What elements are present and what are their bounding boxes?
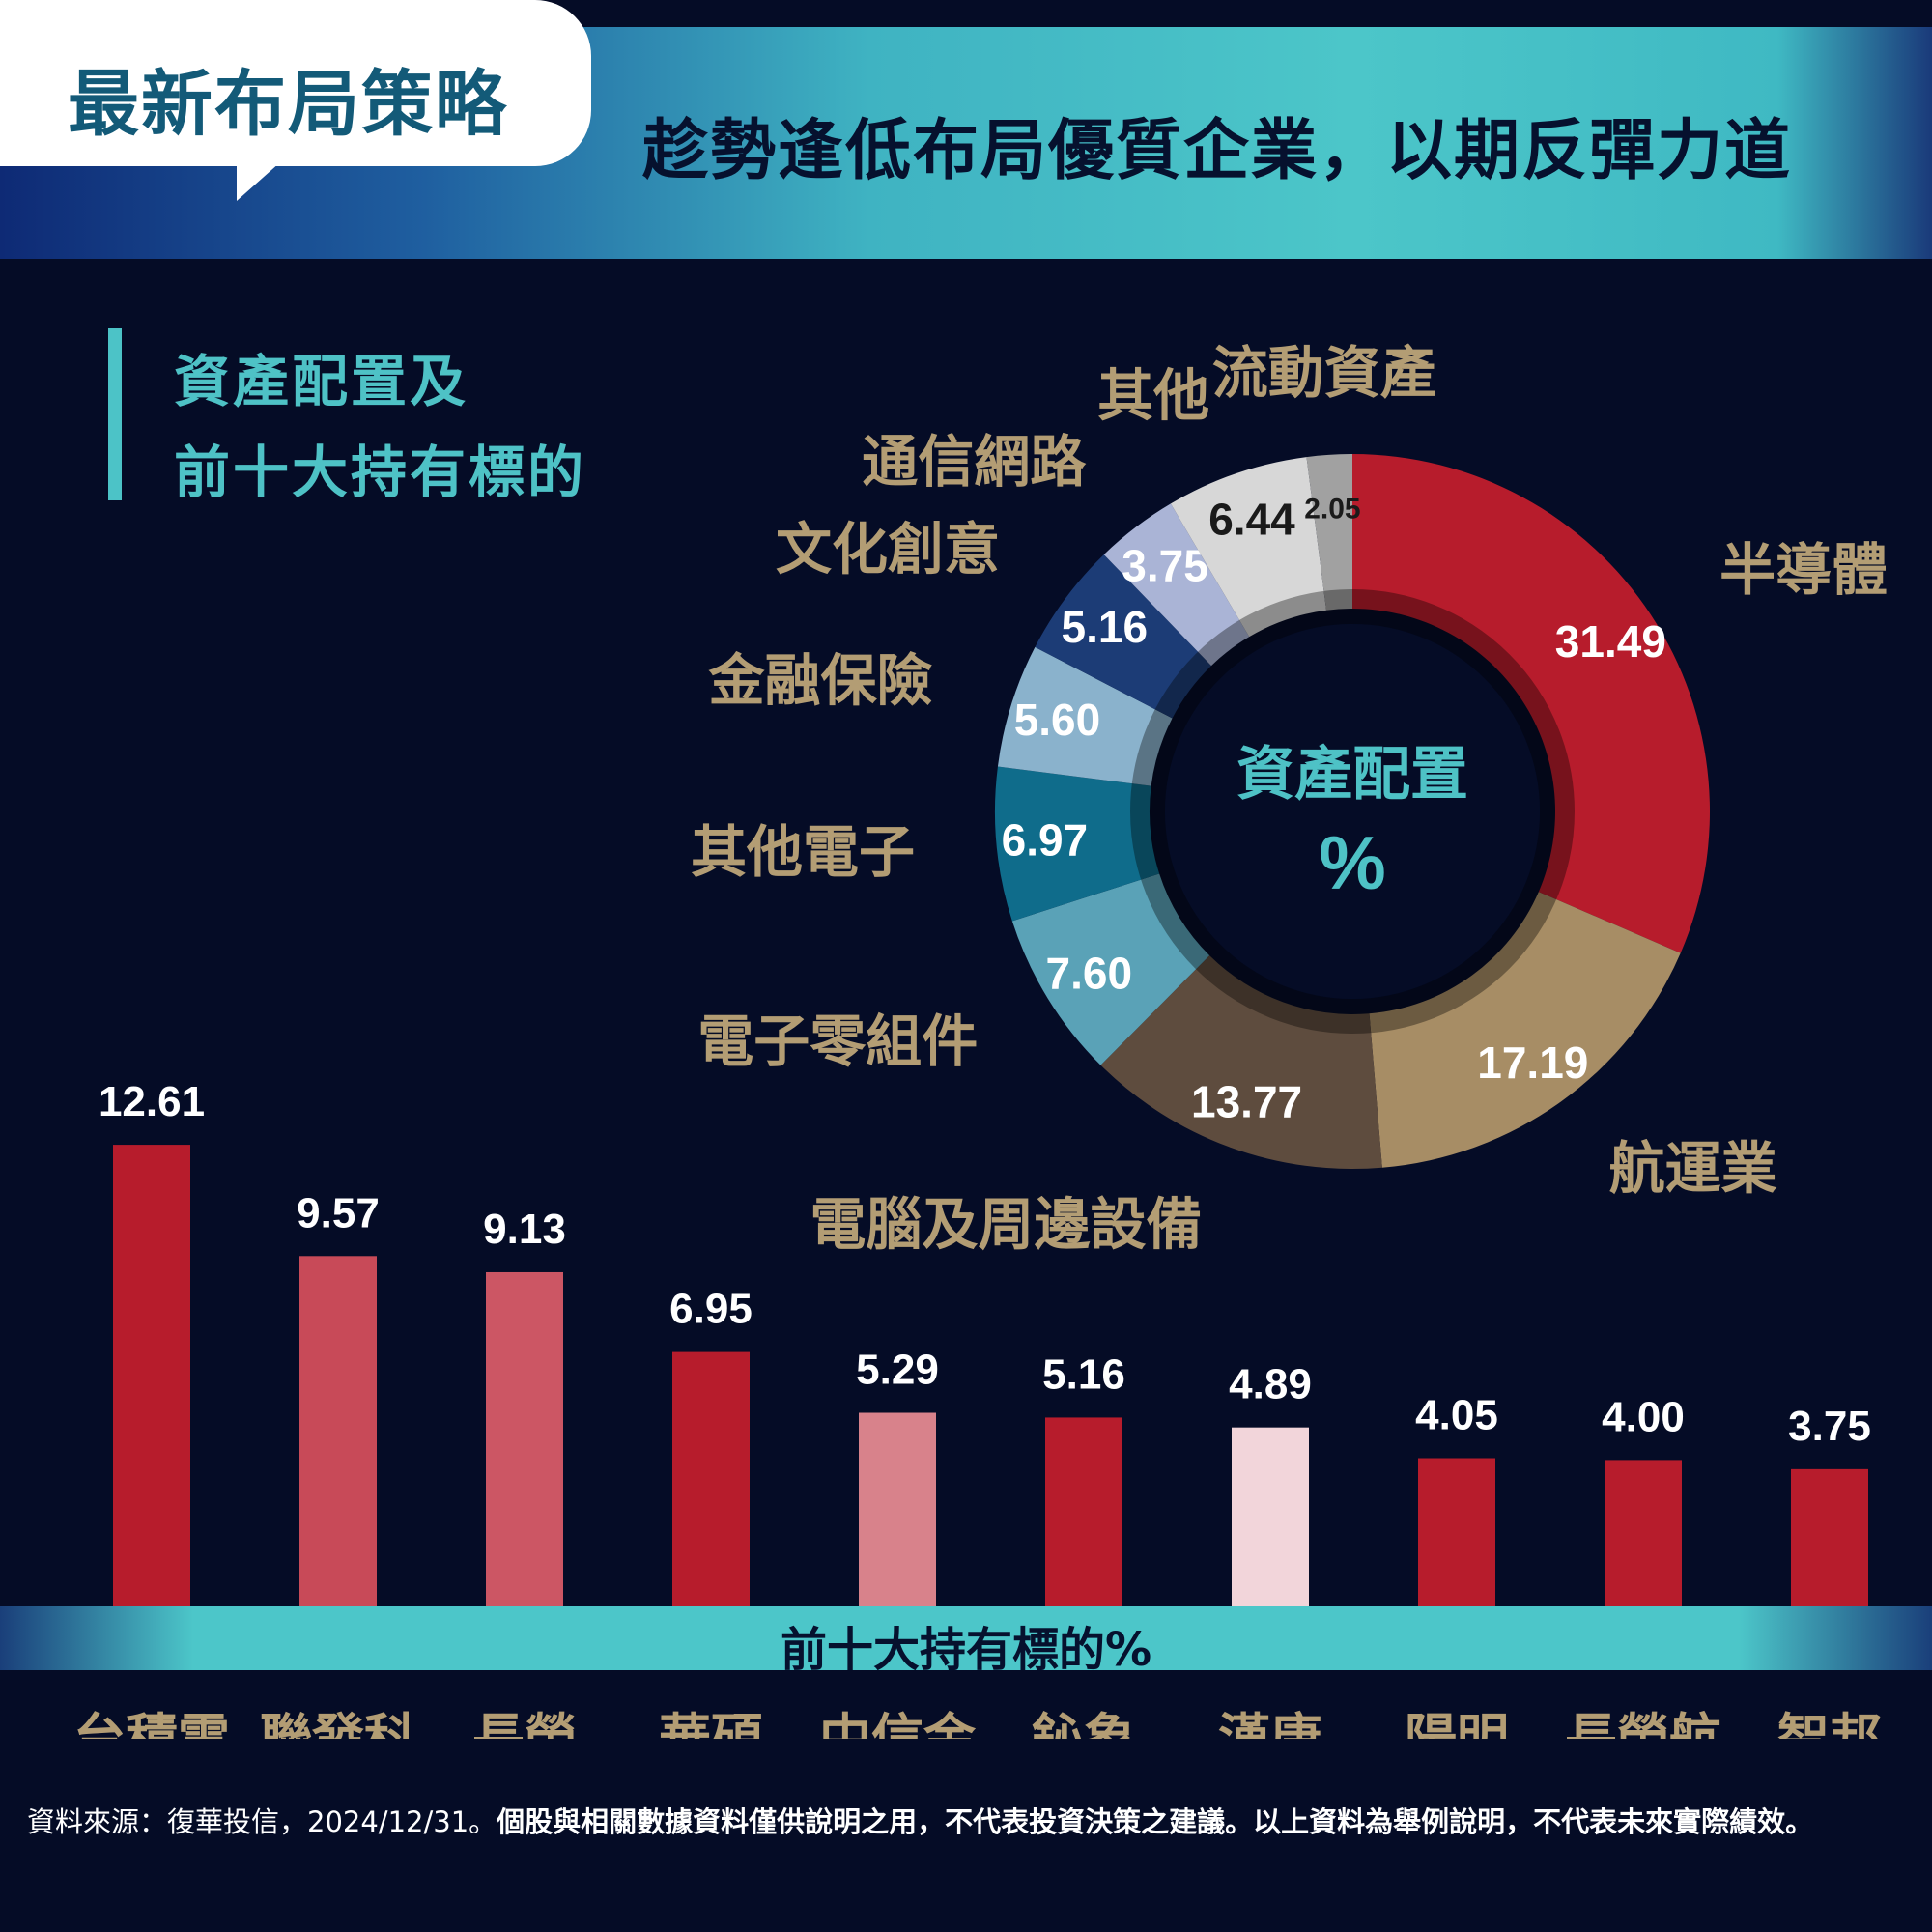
bar-value-label: 5.29 (856, 1347, 939, 1394)
donut-center-label: 資產配置 (1236, 741, 1468, 809)
footnote-source: 資料來源：復華投信，2024/12/31。 (27, 1805, 497, 1838)
bar (1418, 1458, 1495, 1606)
donut-center-unit: % (1319, 820, 1385, 905)
strategy-tag (0, 0, 591, 166)
slice-value-label: 3.75 (1122, 540, 1208, 590)
slice-value-label: 13.77 (1191, 1077, 1302, 1127)
strategy-tag-label: 最新布局策略 (68, 63, 508, 146)
bar-value-label: 4.00 (1602, 1393, 1685, 1440)
slice-category-label: 電子零組件 (697, 1009, 978, 1074)
donut-slice (995, 766, 1160, 922)
bar-chart-title: 前十大持有標的% (780, 1623, 1152, 1677)
bar-category-label: 中信金 (819, 1708, 977, 1739)
donut-slice (1352, 454, 1710, 953)
bar (859, 1412, 936, 1606)
footnote: 資料來源：復華投信，2024/12/31。個股與相關數據資料僅供說明之用，不代表… (27, 1802, 1911, 1843)
donut-slice (1100, 955, 1382, 1169)
slice-category-label: 金融保險 (709, 648, 933, 714)
asset-allocation-donut-chart: 31.49 半導體 17.19 航運業 13.77 電腦及周邊設備 7.60 電子零組件 6.9… (691, 340, 1888, 1256)
slice-value-label: 5.16 (1062, 602, 1149, 652)
bar-category-label: 聯發科 (260, 1708, 416, 1739)
bar (1791, 1468, 1868, 1606)
slice-category-label: 半導體 (1719, 537, 1888, 603)
slice-value-label: 5.60 (1014, 695, 1101, 745)
bar-chart-axis-band (0, 1606, 1932, 1670)
bar-category-label: 長榮航 (1565, 1708, 1721, 1739)
donut-slice (1035, 554, 1211, 719)
bar-value-label: 4.05 (1415, 1392, 1498, 1439)
donut-hole (1165, 624, 1540, 999)
bar-value-label: 5.16 (1042, 1350, 1125, 1398)
bar-category-label: 陽明 (1405, 1708, 1509, 1739)
donut-inner-shadow (1130, 589, 1575, 1034)
bar (1045, 1417, 1122, 1606)
slice-value-label: 2.05 (1304, 494, 1360, 526)
slice-value-label: 17.19 (1477, 1037, 1588, 1088)
slice-value-label: 31.49 (1555, 616, 1666, 667)
bar-value-label: 4.89 (1229, 1361, 1312, 1408)
slice-category-label: 通信網路 (862, 429, 1087, 495)
bar-value-label: 12.61 (99, 1078, 205, 1125)
section-title-line2: 前十大持有標的 (174, 440, 587, 505)
bar (486, 1271, 563, 1606)
bar-value-label: 9.57 (297, 1189, 380, 1236)
section-accent-bar (108, 328, 122, 500)
bar (1605, 1460, 1682, 1606)
slice-value-label: 7.60 (1046, 948, 1133, 998)
bar-value-label: 3.75 (1788, 1403, 1871, 1450)
bar (1232, 1427, 1309, 1606)
bar-value-label: 6.95 (669, 1286, 753, 1333)
headline: 趁勢逢低布局優質企業，以期反彈力道 (642, 113, 1793, 189)
slice-category-label: 航運業 (1609, 1135, 1777, 1201)
donut-slice (1369, 892, 1681, 1168)
slice-category-label: 電腦及周邊設備 (810, 1192, 1202, 1256)
slice-category-label: 文化創意 (776, 516, 1000, 582)
bar-category-label: 漢唐 (1218, 1708, 1322, 1739)
bar-category-label: 華碩 (659, 1708, 763, 1739)
bar (672, 1351, 750, 1606)
strategy-tag-tail (237, 162, 280, 201)
donut-slice (1011, 873, 1210, 1065)
bar-value-label: 9.13 (483, 1206, 566, 1253)
bar (113, 1145, 190, 1606)
bar-category-label: 鈊象 (1032, 1708, 1136, 1739)
slice-category-label: 其他 (1097, 363, 1209, 429)
slice-category-label: 流動資產 (1212, 340, 1436, 406)
bar-category-label: 長榮 (472, 1708, 577, 1739)
slice-category-label: 其他電子 (691, 819, 915, 885)
footnote-disclaimer: 個股與相關數據資料僅供說明之用，不代表投資決策之建議。以上資料為舉例說明，不代表… (497, 1805, 1814, 1838)
slice-value-label: 6.44 (1208, 494, 1295, 544)
bar-category-label: 智邦 (1777, 1708, 1882, 1739)
bar-category-label: 台積電 (73, 1708, 230, 1739)
section-title-line1: 資產配置及 (174, 349, 469, 414)
top-ten-holdings-bar-chart: 12.61 台積電 9.57 聯發科 9.13 長榮 6.95 華碩 5.29 中信金 5.16 鈊象… (73, 1078, 1882, 1739)
slice-value-label: 6.97 (1002, 815, 1089, 866)
donut-slice (1306, 454, 1352, 611)
donut-slice (1170, 457, 1327, 638)
bar (299, 1256, 377, 1606)
donut-slice (997, 646, 1173, 786)
donut-slice (1103, 503, 1250, 667)
